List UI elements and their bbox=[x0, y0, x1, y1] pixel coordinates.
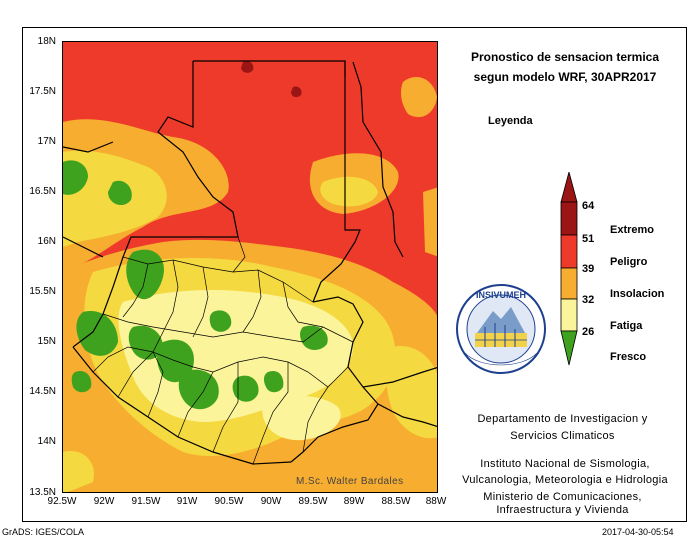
legend-category-peligro: Peligro bbox=[610, 256, 648, 268]
institute-line1: Instituto Nacional de Sismologia, bbox=[480, 458, 650, 470]
y-tick-label: 14.5N bbox=[29, 386, 56, 397]
x-tick-label: 89.5W bbox=[298, 496, 328, 507]
ministry-line1: Ministerio de Comunicaciones, bbox=[483, 491, 642, 503]
fresco-areas bbox=[63, 160, 328, 410]
department-line1: Departamento de Investigacion y bbox=[477, 413, 648, 425]
colorbar-segment-extremo bbox=[560, 201, 578, 236]
x-tick-label: 91.5W bbox=[131, 496, 161, 507]
y-tick-label: 14N bbox=[37, 436, 56, 447]
legend-title: Leyenda bbox=[488, 115, 533, 127]
political-borders bbox=[63, 60, 437, 465]
y-tick-label: 13.5N bbox=[29, 487, 56, 498]
legend-category-fresco: Fresco bbox=[610, 351, 647, 363]
colorbar-segment-insolacion bbox=[560, 267, 578, 300]
y-tick-label: 17.5N bbox=[29, 86, 56, 97]
legend-value: 32 bbox=[582, 294, 595, 306]
y-tick-label: 16N bbox=[37, 236, 56, 247]
y-tick-label: 15.5N bbox=[29, 286, 56, 297]
fatiga-light-areas bbox=[118, 290, 354, 441]
footer-timestamp: 2017-04-30-05:54 bbox=[602, 527, 674, 537]
department-line2: Servicios Climaticos bbox=[510, 430, 615, 442]
map-title-line1: Pronostico de sensacion termica bbox=[470, 50, 660, 64]
legend-value: 64 bbox=[582, 200, 595, 212]
footer-software: GrADS: IGES/COLA bbox=[2, 527, 85, 537]
colorbar-segment-peligro bbox=[560, 234, 578, 269]
legend-category-fatiga: Fatiga bbox=[610, 320, 643, 332]
y-tick-label: 18N bbox=[37, 36, 56, 47]
heat-index-map bbox=[62, 41, 438, 493]
ministry-line2: Infraestructura y Vivienda bbox=[496, 504, 629, 516]
insivumeh-logo: INSIVUMEH bbox=[456, 284, 546, 374]
x-tick-label: 90W bbox=[260, 496, 282, 507]
logo-text: INSIVUMEH bbox=[476, 290, 526, 300]
y-tick-label: 15N bbox=[37, 336, 56, 347]
legend-category-extremo: Extremo bbox=[610, 224, 655, 236]
plot-frame bbox=[22, 27, 687, 522]
map-svg bbox=[63, 42, 437, 492]
y-tick-label: 16.5N bbox=[29, 186, 56, 197]
legend-value: 26 bbox=[582, 326, 595, 338]
colorbar-segment-fatiga bbox=[560, 298, 578, 332]
x-tick-label: 88.5W bbox=[381, 496, 411, 507]
colorbar-segment-fresco bbox=[560, 330, 578, 366]
extremo-areas bbox=[241, 61, 302, 98]
legend-value: 51 bbox=[582, 233, 595, 245]
department-borders bbox=[92, 236, 354, 465]
x-tick-label: 92.5W bbox=[47, 496, 77, 507]
x-tick-label: 88W bbox=[425, 496, 447, 507]
map-title-line2: segun modelo WRF, 30APR2017 bbox=[473, 70, 657, 84]
colorbar-segment-extremo-top bbox=[560, 172, 578, 203]
x-tick-label: 92W bbox=[93, 496, 115, 507]
y-tick-label: 17N bbox=[37, 136, 56, 147]
legend-value: 39 bbox=[582, 263, 595, 275]
legend-category-insolacion: Insolacion bbox=[610, 288, 665, 300]
author-credit: M.Sc. Walter Bardales bbox=[296, 476, 404, 487]
x-tick-label: 90.5W bbox=[214, 496, 244, 507]
x-tick-label: 89W bbox=[343, 496, 365, 507]
legend-colorbar bbox=[560, 172, 578, 366]
x-tick-label: 91W bbox=[176, 496, 198, 507]
institute-line2: Vulcanologia, Meteorologia e Hidrologia bbox=[462, 474, 668, 486]
